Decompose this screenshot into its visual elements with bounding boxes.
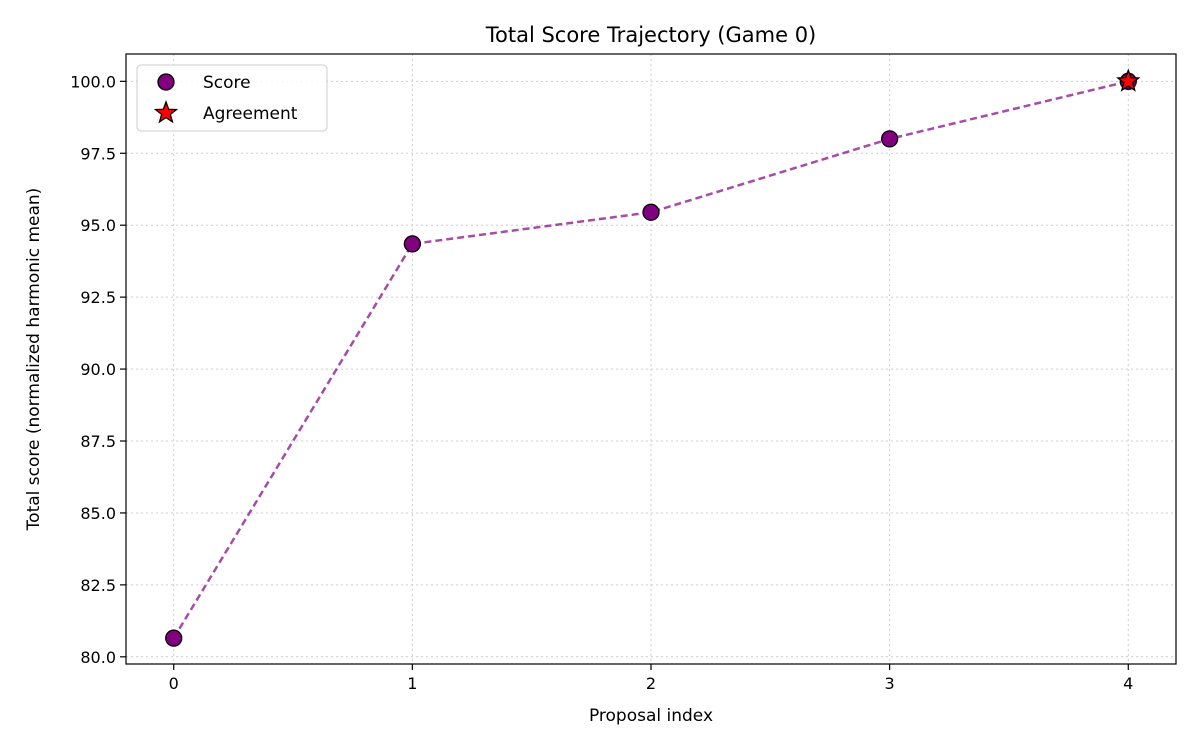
legend: Score Agreement xyxy=(136,64,328,132)
grid xyxy=(126,54,1176,664)
y-tick-label: 82.5 xyxy=(80,576,116,595)
y-tick-label: 90.0 xyxy=(80,360,116,379)
legend-agreement-label: Agreement xyxy=(203,104,298,124)
score-point xyxy=(880,130,899,148)
score-point xyxy=(642,203,660,221)
series xyxy=(165,68,1141,647)
legend-box xyxy=(136,64,328,132)
x-axis-label: Proposal index xyxy=(589,706,713,726)
score-point xyxy=(165,629,183,647)
y-tick-label: 87.5 xyxy=(80,432,116,451)
y-tick-label: 95.0 xyxy=(80,216,116,235)
y-tick-label: 100.0 xyxy=(70,72,116,91)
chart-title: Total Score Trajectory (Game 0) xyxy=(485,23,817,47)
x-tick-label: 0 xyxy=(169,674,179,693)
legend-agreement-star-icon xyxy=(153,100,179,124)
legend-score-label: Score xyxy=(203,73,251,93)
x-tick-label: 1 xyxy=(407,674,417,693)
agreement-point xyxy=(1116,68,1141,92)
y-tick-label: 97.5 xyxy=(80,144,116,163)
x-tick-label: 4 xyxy=(1123,674,1133,693)
y-tick-label: 85.0 xyxy=(80,504,116,523)
y-tick-label: 92.5 xyxy=(80,288,116,307)
y-tick-label: 80.0 xyxy=(80,648,116,667)
legend-score-marker-icon xyxy=(157,73,175,91)
score-point xyxy=(403,235,422,253)
x-tick-label: 2 xyxy=(646,674,656,693)
y-axis-label: Total score (normalized harmonic mean) xyxy=(24,188,44,532)
axis-ticks: 0 1 2 3 4 80.0 82.5 85.0 87.5 90.0 92.5 95.0 97.5 100… xyxy=(70,72,1133,693)
x-tick-label: 3 xyxy=(885,674,895,693)
